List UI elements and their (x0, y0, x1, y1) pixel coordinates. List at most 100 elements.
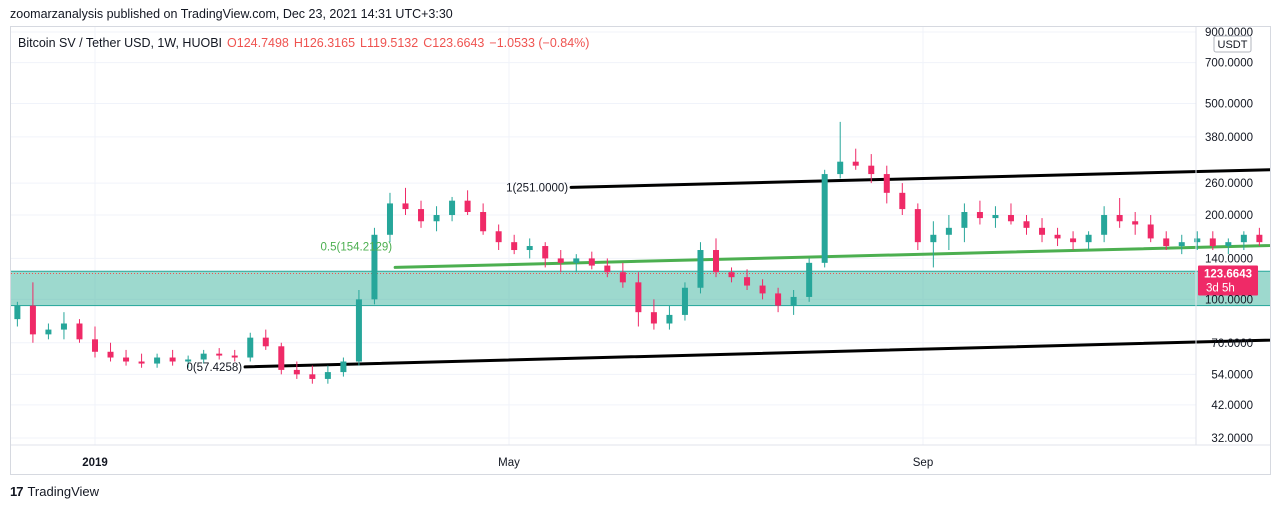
last-price-value: 123.6643 (1204, 269, 1252, 281)
title-layer: Bitcoin SV / Tether USD, 1W, HUOBI O124.7… (18, 36, 589, 50)
candle (883, 165, 890, 204)
candle-body (1240, 234, 1247, 243)
candle-body (681, 287, 688, 315)
y-tick-label: 54.0000 (1211, 369, 1253, 381)
candle-body (1209, 238, 1216, 247)
candle (1256, 227, 1263, 247)
candle-body (1147, 224, 1154, 239)
candle-body (1101, 215, 1108, 235)
candle-body (930, 234, 937, 243)
candle-body (1085, 234, 1092, 243)
candle (309, 365, 316, 384)
candle-body (961, 212, 968, 228)
candle (542, 242, 549, 268)
label-layer: 1(251.0000) 0.5(154.2129) 0(57.4258) 123.66… (186, 182, 1258, 374)
candle-body (449, 200, 456, 216)
candle-body (588, 258, 595, 266)
tradingview-brand: TradingView (27, 484, 100, 499)
candle (495, 224, 502, 251)
candle (650, 299, 657, 330)
candle (1240, 231, 1247, 251)
candle (1039, 218, 1046, 243)
candle (1101, 206, 1108, 243)
candle-body (340, 361, 347, 373)
candle-body (1116, 215, 1123, 222)
candle-body (1163, 238, 1170, 247)
candle (14, 301, 21, 327)
candle-body (433, 215, 440, 222)
candle-body (402, 203, 409, 210)
candle (418, 200, 425, 228)
candle (1225, 238, 1232, 255)
candle-body (386, 203, 393, 235)
candle-body (837, 161, 844, 175)
candle-body (464, 200, 471, 213)
candle-body (309, 374, 316, 379)
candle-body (107, 351, 114, 358)
candle-body (744, 277, 751, 286)
candle (1132, 212, 1139, 235)
candle (681, 282, 688, 321)
candle (1054, 227, 1061, 247)
candle (138, 353, 145, 368)
candle-body (1132, 221, 1139, 225)
candle-body (138, 361, 145, 364)
candle (821, 169, 828, 268)
candle (340, 357, 347, 377)
candle (992, 206, 999, 228)
y-tick-label: 380.0000 (1205, 132, 1253, 144)
candle-body (852, 161, 859, 166)
candle-body (278, 346, 285, 370)
candle-body (666, 314, 673, 324)
currency-badge[interactable]: USDT (1213, 35, 1252, 53)
candle-body (355, 299, 362, 362)
candle-body (1178, 242, 1185, 247)
x-tick-label: Sep (913, 457, 933, 469)
candle-body (697, 250, 704, 288)
candle-body (231, 355, 238, 358)
candle-body (542, 246, 549, 259)
ohlc-open: O124.7498 (227, 36, 289, 50)
candle (92, 326, 98, 358)
candle-body (635, 282, 642, 313)
grid-layer (11, 27, 1196, 445)
candle-body (216, 353, 223, 356)
chart-frame[interactable]: 1(251.0000) 0.5(154.2129) 0(57.4258) 123.66… (10, 26, 1271, 475)
candle (433, 206, 440, 232)
candle (449, 196, 456, 222)
candle (1116, 198, 1123, 228)
candle-body (790, 296, 797, 306)
candle (371, 227, 378, 305)
y-tick-label: 70.0000 (1211, 338, 1253, 350)
candle (200, 349, 207, 364)
ohlc-change: −1.0533 (−0.84%) (489, 36, 589, 50)
candle (697, 242, 704, 294)
candle (635, 272, 642, 327)
bar-countdown: 3d 5h (1206, 283, 1235, 295)
candle (930, 221, 937, 268)
candle-body (29, 305, 36, 335)
candle (961, 203, 968, 243)
y-tick-label: 140.0000 (1205, 253, 1253, 265)
candle (1085, 231, 1092, 251)
chart-canvas[interactable]: 1(251.0000) 0.5(154.2129) 0(57.4258) 123.66… (11, 27, 1270, 474)
candle (790, 289, 797, 315)
candle-body (1054, 234, 1061, 239)
y-tick-label: 100.0000 (1205, 294, 1253, 306)
candle-body (495, 231, 502, 243)
fib-level-label: 1(251.0000) (506, 182, 568, 194)
fib-level-label: 0.5(154.2129) (321, 242, 393, 254)
candle-body (821, 174, 828, 263)
last-price-badge-bg (1198, 265, 1258, 296)
tradingview-footer[interactable]: 17 TradingView (10, 484, 99, 499)
candle-body (728, 272, 735, 278)
upper-channel (569, 168, 1270, 189)
candle (216, 348, 223, 360)
candle-body (899, 192, 906, 210)
candle-body (293, 369, 300, 375)
candle (728, 267, 735, 283)
candle-body (992, 215, 999, 219)
candle-body (92, 339, 98, 352)
candle-body (604, 265, 611, 273)
candle-body (200, 353, 207, 360)
